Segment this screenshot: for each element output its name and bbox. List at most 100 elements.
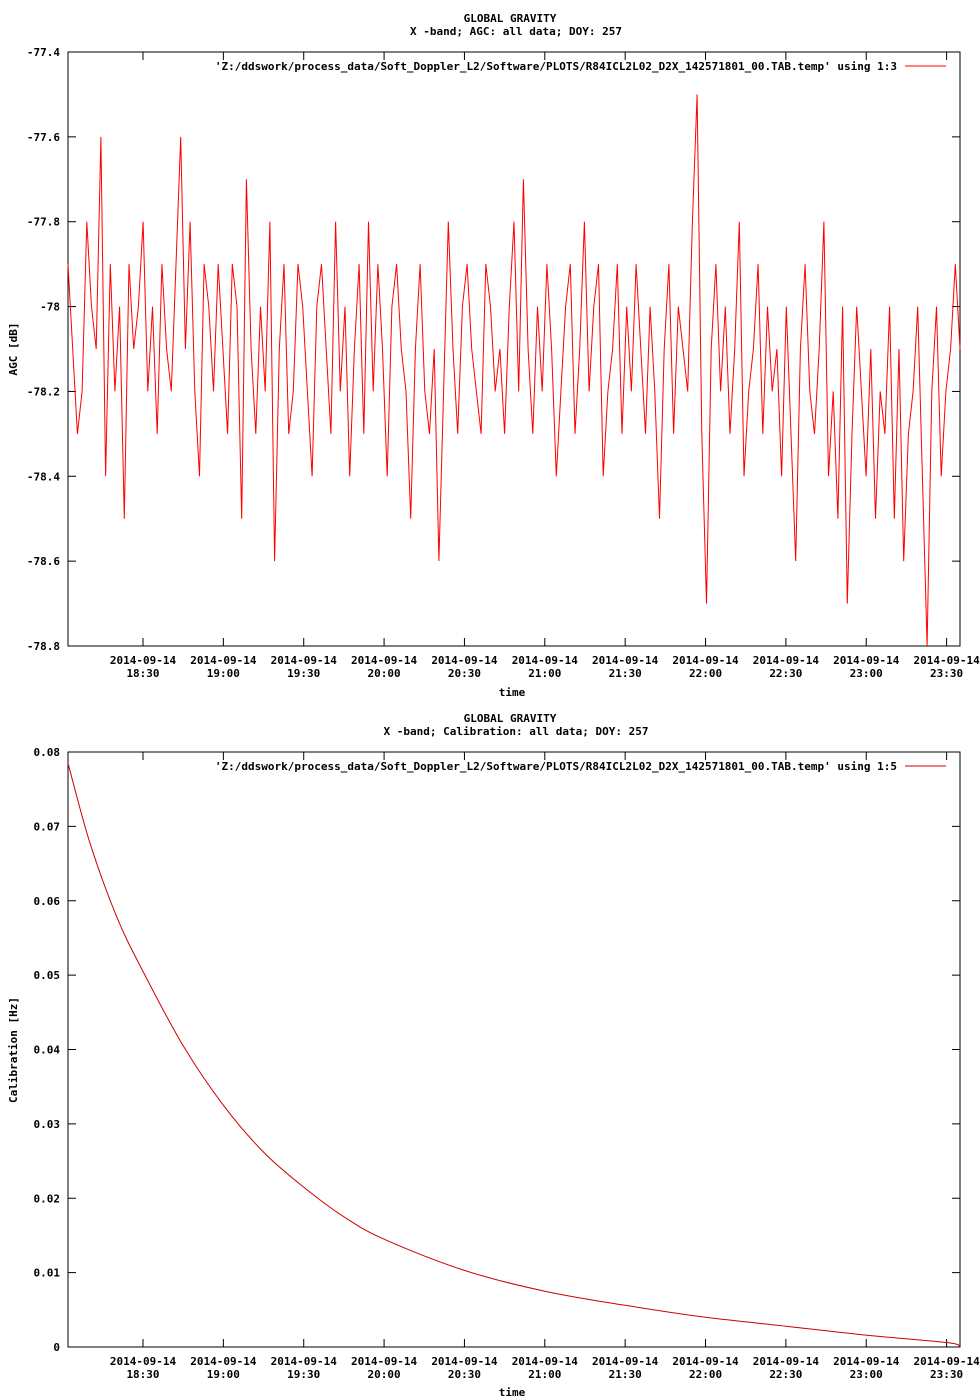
calibration-series-line	[67, 763, 961, 1347]
agc-x-tick-date: 2014-09-14	[110, 654, 177, 667]
calibration-y-tick: 0.05	[34, 969, 960, 982]
agc-x-tick-date: 2014-09-14	[913, 654, 980, 667]
calibration-legend-label: 'Z:/ddswork/process_data/Soft_Doppler_L2…	[215, 760, 897, 773]
calibration-x-tick-time: 18:30	[126, 1368, 159, 1381]
agc-y-tick-label: -78	[40, 301, 60, 314]
agc-x-tick-date: 2014-09-14	[512, 654, 579, 667]
agc-y-tick-label: -77.6	[27, 131, 60, 144]
agc-x-tick-time: 22:30	[769, 667, 802, 680]
agc-y-tick-label: -77.4	[27, 46, 60, 59]
calibration-x-tick-time: 22:00	[689, 1368, 722, 1381]
calibration-plot-frame	[67, 751, 961, 1348]
calibration-y-tick-label: 0.01	[34, 1267, 61, 1280]
agc-x-axis: 2014-09-1418:302014-09-1419:002014-09-14…	[110, 52, 980, 680]
agc-y-tick-label: -77.8	[27, 216, 60, 229]
agc-x-tick-date: 2014-09-14	[833, 654, 900, 667]
agc-y-axis: -77.4 -77.6 -77.8 -78 -78.2 -78.4 -78.6 -78.8	[27, 46, 960, 653]
calibration-y-tick: 0.08	[34, 746, 960, 759]
agc-x-tick-date: 2014-09-14	[753, 654, 820, 667]
calibration-y-tick: 0.02	[34, 1192, 960, 1205]
calibration-x-tick-date: 2014-09-14	[512, 1355, 579, 1368]
calibration-x-tick-date: 2014-09-14	[190, 1355, 257, 1368]
calibration-x-tick-time: 22:30	[769, 1368, 802, 1381]
calibration-y-tick-label: 0	[53, 1341, 60, 1354]
calibration-y-tick-label: 0.04	[34, 1044, 61, 1057]
agc-x-tick-time: 21:00	[528, 667, 561, 680]
agc-x-axis-label: time	[499, 686, 526, 699]
agc-y-tick: -78.8	[27, 640, 960, 653]
agc-chart: GLOBAL GRAVITY X -band; AGC: all data; D…	[7, 12, 980, 699]
calibration-y-tick: 0.01	[34, 1267, 960, 1280]
calibration-x-tick-time: 19:00	[207, 1368, 240, 1381]
agc-y-tick: -77.8	[27, 216, 960, 229]
calibration-x-tick-date: 2014-09-14	[833, 1355, 900, 1368]
calibration-y-tick-label: 0.06	[34, 895, 61, 908]
agc-series	[67, 94, 961, 647]
calibration-chart-title: GLOBAL GRAVITY	[464, 712, 557, 725]
calibration-chart: GLOBAL GRAVITY X -band; Calibration: all…	[7, 712, 980, 1399]
calibration-x-axis-label: time	[499, 1386, 526, 1399]
calibration-y-tick: 0.03	[34, 1118, 960, 1131]
agc-x-tick-date: 2014-09-14	[592, 654, 659, 667]
agc-y-tick: -78.4	[27, 470, 960, 483]
agc-y-tick: -78	[40, 301, 960, 314]
calibration-x-tick-time: 20:30	[448, 1368, 481, 1381]
agc-y-axis-label: AGC [dB]	[7, 323, 20, 376]
agc-y-tick-label: -78.6	[27, 555, 60, 568]
calibration-y-tick-label: 0.05	[34, 969, 61, 982]
agc-x-tick-date: 2014-09-14	[672, 654, 739, 667]
calibration-x-tick-date: 2014-09-14	[271, 1355, 338, 1368]
calibration-y-tick-label: 0.02	[34, 1192, 61, 1205]
agc-x-tick-date: 2014-09-14	[431, 654, 498, 667]
agc-y-tick: -78.6	[27, 555, 960, 568]
agc-legend-label: 'Z:/ddswork/process_data/Soft_Doppler_L2…	[215, 60, 897, 73]
agc-x-tick-time: 20:30	[448, 667, 481, 680]
calibration-y-tick: 0.04	[34, 1044, 960, 1057]
agc-x-tick-time: 23:00	[850, 667, 883, 680]
agc-y-tick: -78.2	[27, 385, 960, 398]
agc-x-tick-time: 23:30	[930, 667, 963, 680]
agc-y-tick-label: -78.4	[27, 470, 60, 483]
calibration-x-tick-time: 21:30	[609, 1368, 642, 1381]
calibration-x-tick-time: 23:00	[850, 1368, 883, 1381]
calibration-y-tick: 0.06	[34, 895, 960, 908]
calibration-x-tick-date: 2014-09-14	[431, 1355, 498, 1368]
agc-y-tick-label: -78.2	[27, 385, 60, 398]
calibration-y-axis-label: Calibration [Hz]	[7, 997, 20, 1103]
agc-chart-title: GLOBAL GRAVITY	[464, 12, 557, 25]
calibration-x-tick-date: 2014-09-14	[913, 1355, 980, 1368]
agc-y-tick: -77.4	[27, 46, 960, 59]
agc-series-line	[67, 94, 961, 647]
calibration-x-tick-time: 20:00	[368, 1368, 401, 1381]
agc-x-tick-time: 18:30	[126, 667, 159, 680]
calibration-y-tick-label: 0.03	[34, 1118, 61, 1131]
calibration-chart-subtitle: X -band; Calibration: all data; DOY: 257	[384, 725, 649, 738]
calibration-y-tick: 0	[53, 1341, 960, 1354]
calibration-x-tick-date: 2014-09-14	[110, 1355, 177, 1368]
agc-y-tick-label: -78.8	[27, 640, 60, 653]
calibration-y-tick: 0.07	[34, 820, 960, 833]
calibration-x-tick-time: 23:30	[930, 1368, 963, 1381]
agc-x-tick-date: 2014-09-14	[190, 654, 257, 667]
agc-chart-subtitle: X -band; AGC: all data; DOY: 257	[410, 25, 622, 38]
agc-x-tick-date: 2014-09-14	[271, 654, 338, 667]
